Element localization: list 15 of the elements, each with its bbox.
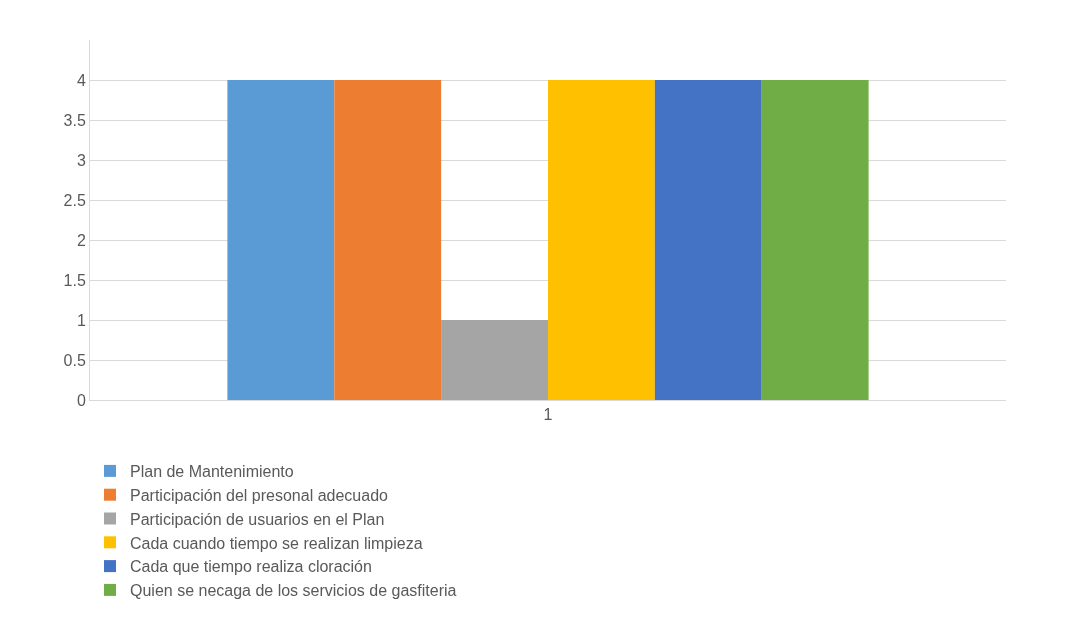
y-tick-label: 4	[76, 71, 86, 89]
y-tick-label: 0	[76, 391, 86, 409]
y-tick-label: 3.5	[63, 111, 86, 129]
y-tick-label: 0.5	[63, 351, 86, 369]
legend-label: Participación de usuarios en el Plan	[130, 510, 385, 528]
y-tick-label: 1.5	[63, 271, 86, 289]
legend-label: Cada cuando tiempo se realizan limpieza	[130, 534, 423, 552]
y-tick-label: 2.5	[63, 191, 86, 209]
y-tick-label: 3	[76, 151, 86, 169]
legend-label: Participación del presonal adecuado	[130, 486, 389, 504]
y-tick-label: 2	[76, 231, 86, 249]
y-tick-label: 1	[76, 311, 86, 329]
legend-label: Quien se necaga de los servicios de gasfiteria	[130, 582, 457, 600]
legend-label: Plan de Mantenimiento	[130, 463, 294, 481]
legend-label: Cada que tiempo realiza cloración	[130, 558, 372, 576]
